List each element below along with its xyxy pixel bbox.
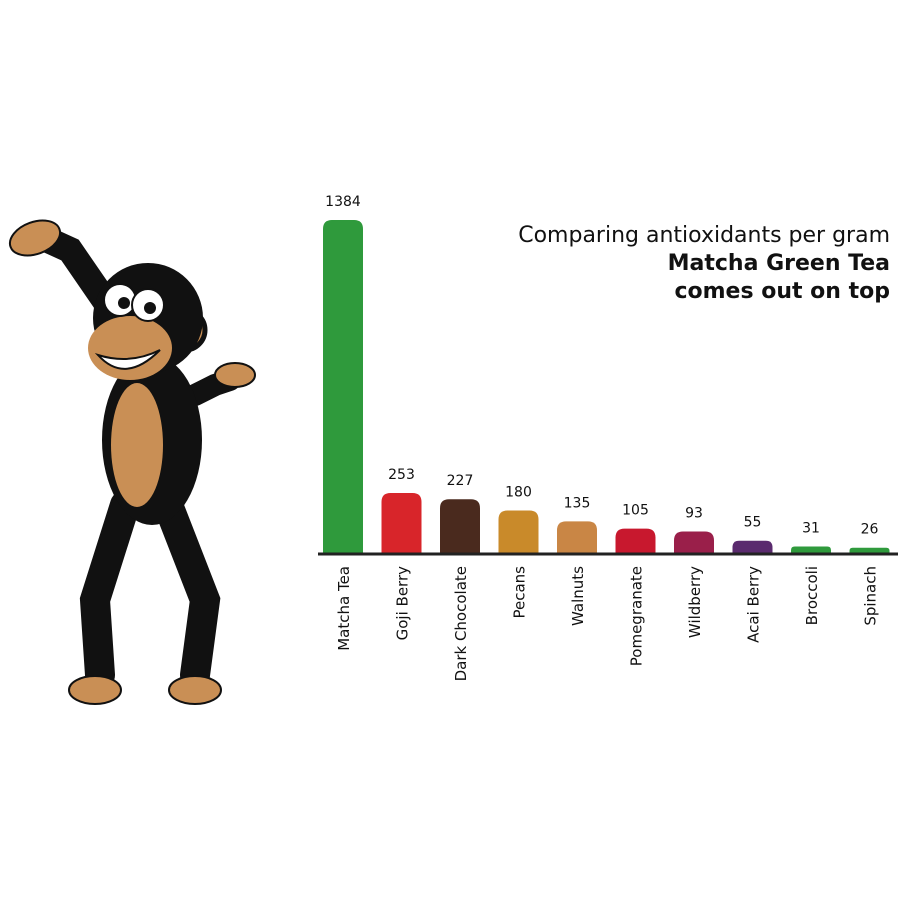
category-label: Acai Berry (745, 566, 763, 643)
bar (791, 546, 831, 554)
chart-subtitle: Matcha Green Tea (668, 251, 890, 276)
bar (615, 528, 656, 554)
value-label: 93 (685, 506, 703, 522)
category-label: Dark Chocolate (452, 566, 470, 681)
bar (557, 521, 597, 554)
chart-title: Comparing antioxidants per gram (518, 223, 890, 248)
monkey-illustration (8, 219, 256, 705)
value-label: 180 (505, 485, 532, 501)
bar (323, 220, 363, 554)
category-label: Walnuts (569, 566, 587, 626)
value-label: 253 (388, 467, 415, 483)
value-label: 135 (564, 495, 591, 511)
bar (674, 531, 714, 554)
bar (732, 540, 773, 554)
value-label: 31 (802, 521, 820, 537)
value-label: 26 (861, 522, 879, 538)
category-label: Broccoli (803, 566, 821, 625)
category-label: Goji Berry (394, 566, 412, 640)
category-label: Spinach (862, 566, 880, 626)
bar (849, 547, 890, 554)
category-label: Wildberry (686, 566, 704, 638)
bar (440, 499, 480, 554)
value-label: 227 (447, 473, 474, 489)
value-label: 105 (622, 503, 649, 519)
bar (381, 492, 422, 554)
value-label: 1384 (325, 194, 361, 210)
category-label: Pecans (511, 566, 529, 619)
bar (498, 510, 539, 554)
category-label: Matcha Tea (335, 566, 353, 651)
category-label: Pomegranate (628, 566, 646, 666)
value-label: 55 (744, 515, 762, 531)
chart-subtitle: comes out on top (674, 279, 890, 304)
